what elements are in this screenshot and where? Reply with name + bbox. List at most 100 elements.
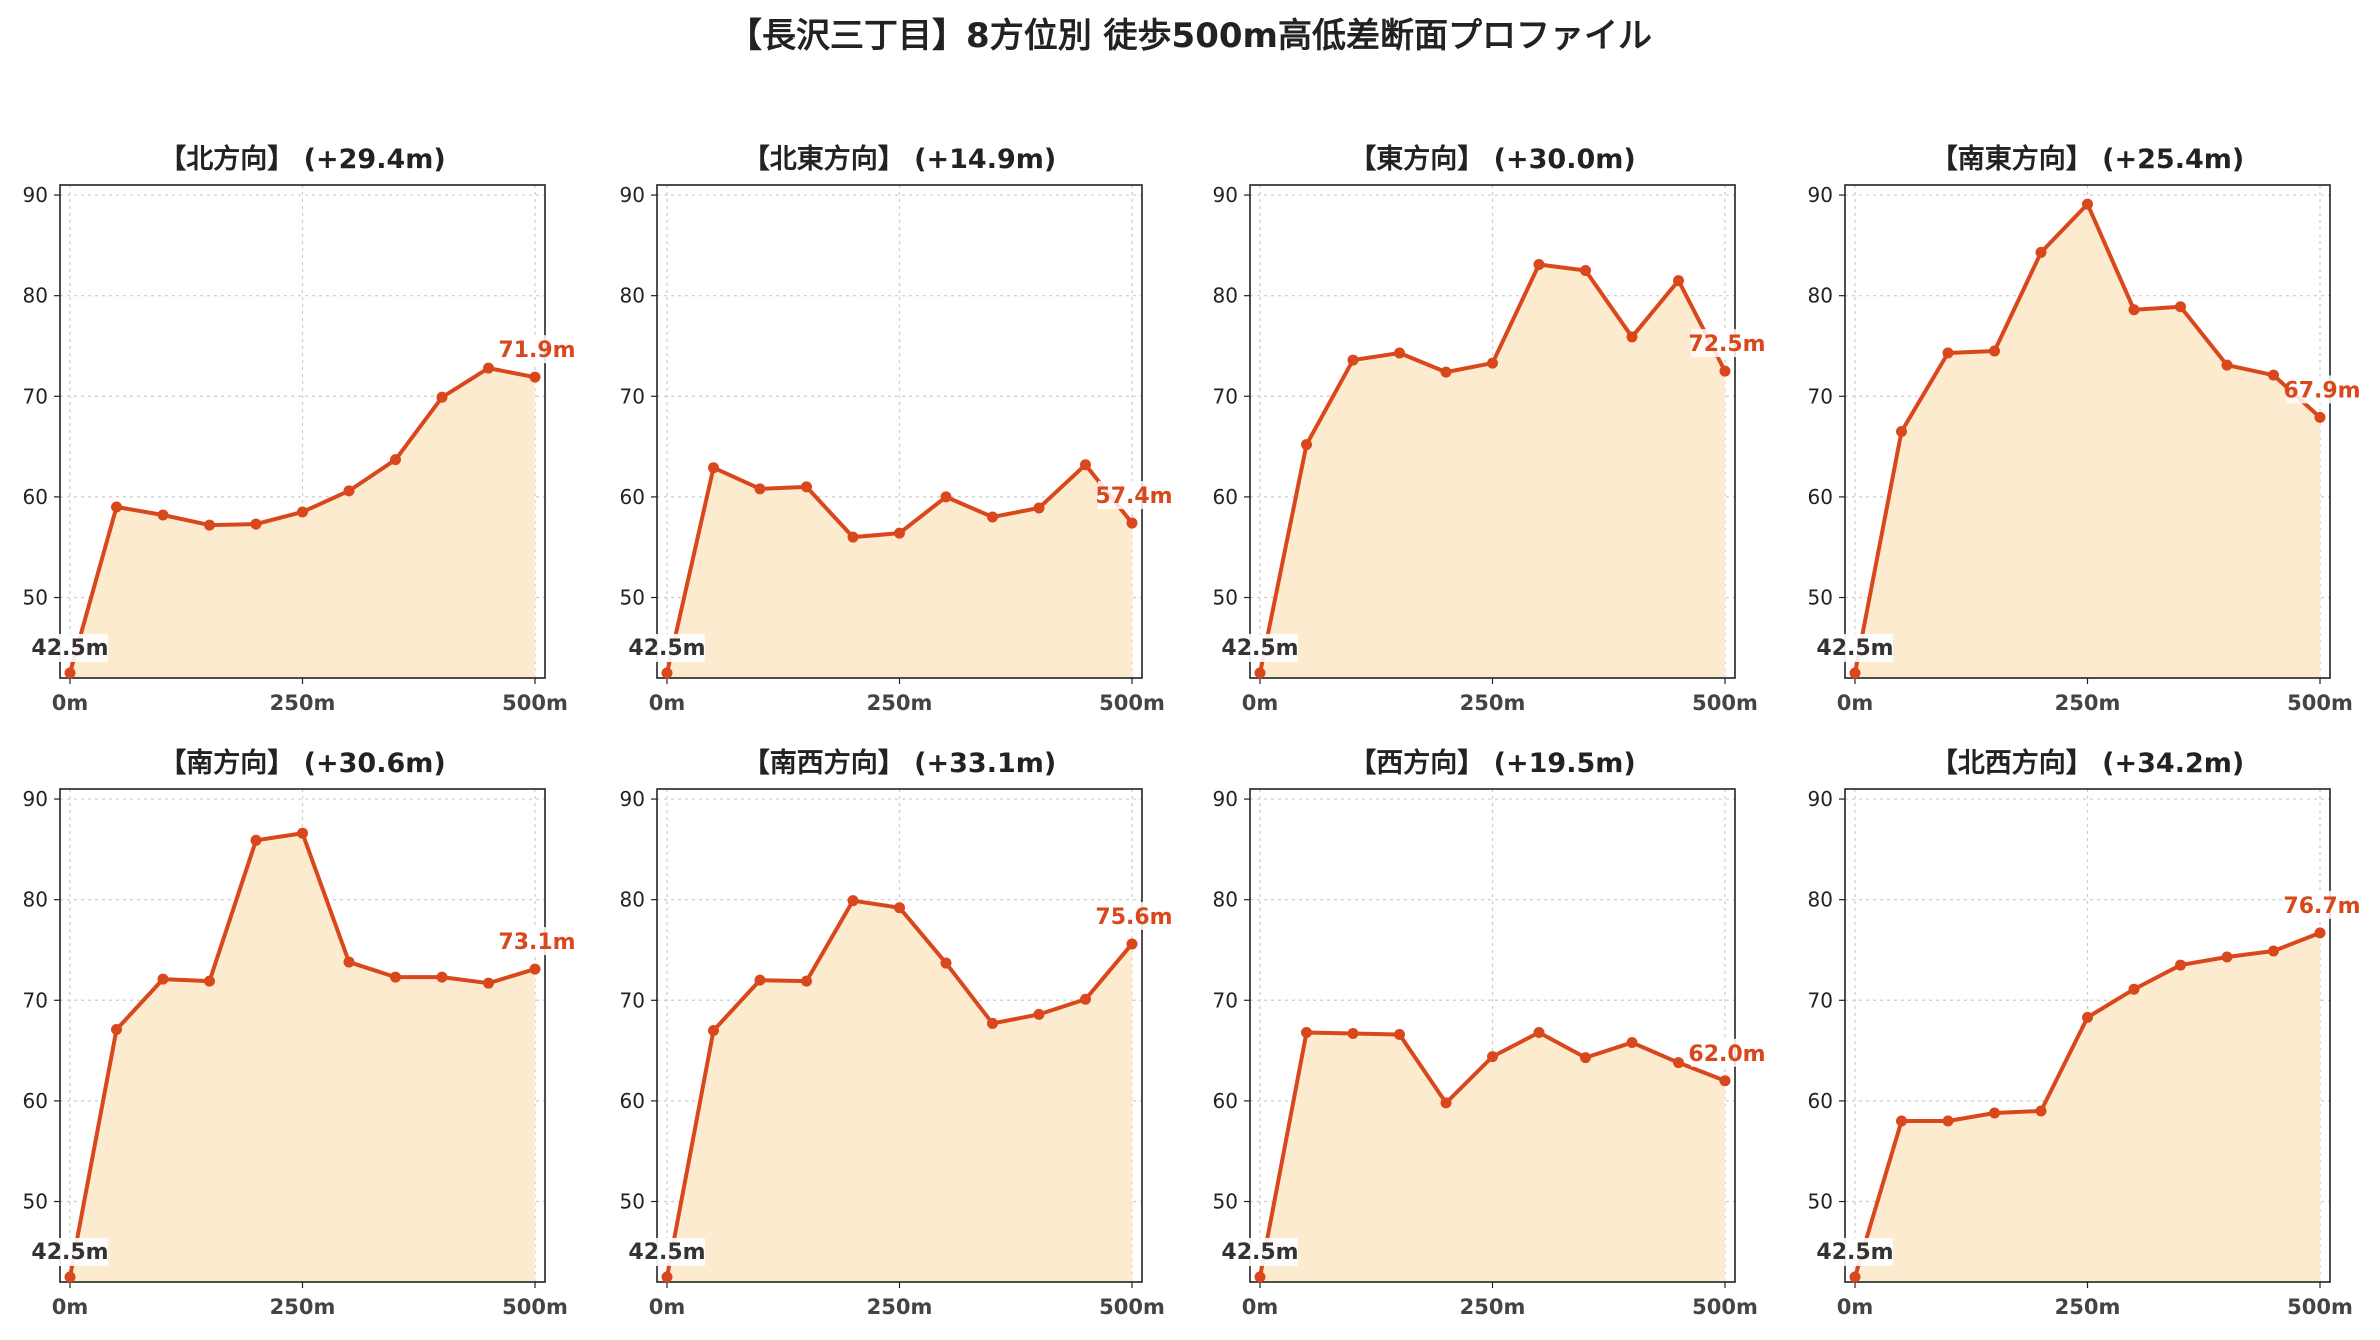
data-point (297, 506, 308, 518)
chart-panel-5: 【南西方向】 (+33.1m) 50 60 70 80 90 0m 250m 500m 42.5m… (620, 747, 1173, 1319)
data-point (1896, 426, 1907, 437)
x-tick-label: 250m (2055, 1295, 2121, 1319)
start-label: 42.5m (1816, 1240, 1893, 1265)
data-point (801, 975, 812, 987)
data-point (1440, 366, 1452, 378)
plot-frame (1249, 788, 1736, 1283)
y-tick-label: 60 (1808, 485, 1833, 509)
data-point (1942, 1115, 1954, 1127)
start-label-bg (631, 1237, 705, 1266)
start-label: 42.5m (1816, 636, 1893, 661)
y-tick-label: 70 (620, 384, 645, 408)
data-point (754, 974, 766, 986)
data-point (2035, 246, 2047, 258)
end-label: 76.7m (2283, 894, 2360, 919)
x-tick-label: 500m (1692, 691, 1758, 715)
chart-title: 【北方向】 (+29.4m) (159, 143, 445, 175)
plot-frame (59, 788, 546, 1283)
y-tick-label: 60 (1808, 1089, 1833, 1113)
data-point (64, 1271, 76, 1283)
data-point (250, 834, 262, 846)
data-point (1347, 1027, 1359, 1039)
y-tick-label: 70 (620, 988, 645, 1012)
start-label-bg (1224, 633, 1298, 662)
y-tick-label: 90 (1808, 787, 1833, 811)
data-point (2314, 927, 2326, 939)
data-point (1080, 993, 1091, 1005)
x-tick-label: 500m (1099, 1295, 1165, 1319)
y-tick-label: 70 (23, 988, 48, 1012)
y-tick-label: 60 (23, 485, 48, 509)
y-tick-label: 90 (23, 787, 48, 811)
x-tick-label: 0m (649, 691, 686, 715)
end-label: 73.1m (498, 930, 575, 955)
area-fill (1855, 932, 2320, 1282)
start-label: 42.5m (1221, 1240, 1298, 1265)
chart-title: 【南西方向】 (+33.1m) (743, 747, 1056, 779)
x-tick-label: 0m (52, 691, 89, 715)
end-label: 62.0m (1688, 1042, 1765, 1067)
y-tick-label: 60 (23, 1089, 48, 1113)
end-label: 67.9m (2283, 378, 2360, 403)
y-tick-label: 80 (23, 284, 48, 308)
data-point (1580, 1052, 1591, 1064)
data-point (847, 531, 859, 543)
y-tick-label: 80 (23, 888, 48, 912)
x-tick-label: 500m (1692, 1295, 1758, 1319)
y-tick-label: 60 (620, 485, 645, 509)
data-point (2128, 304, 2140, 316)
data-point (111, 1023, 122, 1035)
start-label-bg (34, 1237, 108, 1266)
end-label-bg (501, 335, 573, 364)
data-point (1347, 354, 1359, 366)
y-tick-label: 80 (1213, 888, 1238, 912)
end-label-bg (501, 927, 573, 956)
data-point (2175, 959, 2186, 971)
start-label-bg (1819, 1237, 1893, 1266)
data-point (1440, 1097, 1452, 1109)
data-point (1487, 1051, 1498, 1063)
data-point (1849, 667, 1861, 679)
y-tick-label: 70 (1213, 384, 1238, 408)
end-label: 71.9m (498, 338, 575, 363)
data-point (1673, 275, 1684, 287)
y-tick-label: 50 (23, 1190, 48, 1214)
data-point (1719, 365, 1731, 377)
data-point (2221, 951, 2233, 963)
area-fill (667, 900, 1132, 1282)
y-tick-label: 50 (1213, 586, 1238, 610)
plot-frame (1844, 184, 2331, 679)
y-tick-label: 90 (620, 787, 645, 811)
y-tick-label: 70 (1213, 988, 1238, 1012)
y-tick-label: 60 (1213, 1089, 1238, 1113)
data-point (1896, 1115, 1907, 1127)
x-tick-label: 0m (1837, 691, 1874, 715)
data-point (343, 485, 355, 497)
y-tick-label: 50 (1808, 586, 1833, 610)
data-point (894, 902, 905, 914)
plot-frame (656, 184, 1143, 679)
start-label-bg (1224, 1237, 1298, 1266)
x-tick-label: 0m (1242, 691, 1279, 715)
start-label: 42.5m (31, 636, 108, 661)
x-tick-label: 250m (867, 1295, 933, 1319)
data-point (64, 667, 76, 679)
data-point (987, 511, 998, 523)
x-tick-label: 250m (1460, 691, 1526, 715)
data-point (754, 483, 766, 495)
area-fill (667, 464, 1132, 678)
chart-panel-4: 【南方向】 (+30.6m) 50 60 70 80 90 0m 250m 500m 42.5m 7… (23, 747, 576, 1319)
data-point (1080, 459, 1091, 471)
data-point (250, 518, 262, 530)
data-point (1033, 502, 1045, 514)
data-point (1989, 1107, 2000, 1119)
x-tick-label: 250m (2055, 691, 2121, 715)
data-point (1989, 345, 2000, 357)
data-point (343, 956, 355, 968)
y-tick-label: 60 (1213, 485, 1238, 509)
x-tick-label: 250m (867, 691, 933, 715)
chart-title: 【南東方向】 (+25.4m) (1931, 143, 2244, 175)
y-tick-label: 90 (1213, 183, 1238, 207)
data-point (1301, 439, 1312, 451)
